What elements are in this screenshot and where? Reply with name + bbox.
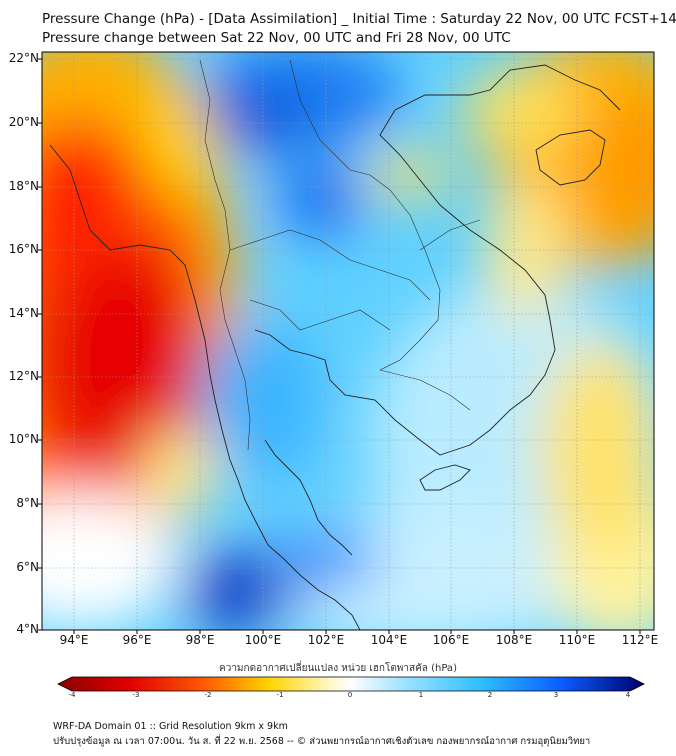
- footer-grid-info: WRF-DA Domain 01 :: Grid Resolution 9km …: [53, 721, 288, 732]
- map-title: Pressure Change (hPa) - [Data Assimilati…: [42, 11, 676, 27]
- colorbar-tick: 0: [347, 691, 353, 699]
- colorbar-tick: -2: [204, 691, 212, 699]
- pressure-change-map: [38, 51, 655, 634]
- lon-label: 102°E: [307, 633, 345, 647]
- lat-label: 22°N: [8, 51, 39, 65]
- lat-label: 12°N: [8, 369, 39, 383]
- colorbar-title: ความกดอากาศเปลี่ยนแปลง หน่วย เฮกโตพาสคัล…: [219, 663, 457, 674]
- colorbar-tick: 2: [487, 691, 493, 699]
- lon-label: 100°E: [244, 633, 282, 647]
- lon-label: 110°E: [558, 633, 596, 647]
- colorbar-gradient: [57, 676, 645, 692]
- lon-label: 108°E: [495, 633, 533, 647]
- footer-credit: ปรับปรุงข้อมูล ณ เวลา 07:00น. วัน ส. ที่…: [53, 736, 591, 747]
- lon-label: 112°E: [621, 633, 659, 647]
- lon-label: 106°E: [432, 633, 470, 647]
- colorbar-tick: 3: [553, 691, 559, 699]
- lon-label: 94°E: [59, 633, 89, 647]
- lat-label: 8°N: [16, 496, 39, 510]
- map-ticks: [38, 58, 641, 634]
- lat-label: 14°N: [8, 306, 39, 320]
- lat-label: 16°N: [8, 242, 39, 256]
- lat-label: 10°N: [8, 432, 39, 446]
- map-border: [41, 51, 655, 631]
- colorbar-tick: -4: [68, 691, 76, 699]
- colorbar-tick: 4: [625, 691, 631, 699]
- lat-label: 4°N: [16, 622, 39, 636]
- lat-label: 20°N: [8, 115, 39, 129]
- lon-label: 104°E: [370, 633, 408, 647]
- colorbar-tick: -3: [132, 691, 140, 699]
- country-borders: [199, 59, 481, 451]
- lon-label: 98°E: [185, 633, 215, 647]
- lat-label: 18°N: [8, 179, 39, 193]
- lat-label: 6°N: [16, 560, 39, 574]
- map-subtitle: Pressure change between Sat 22 Nov, 00 U…: [42, 30, 511, 46]
- coastlines: [49, 64, 621, 630]
- lon-label: 96°E: [122, 633, 152, 647]
- pressure-field: [42, 52, 654, 630]
- colorbar-tick: 1: [418, 691, 424, 699]
- colorbar-tick: -1: [276, 691, 284, 699]
- colorbar: [57, 676, 645, 692]
